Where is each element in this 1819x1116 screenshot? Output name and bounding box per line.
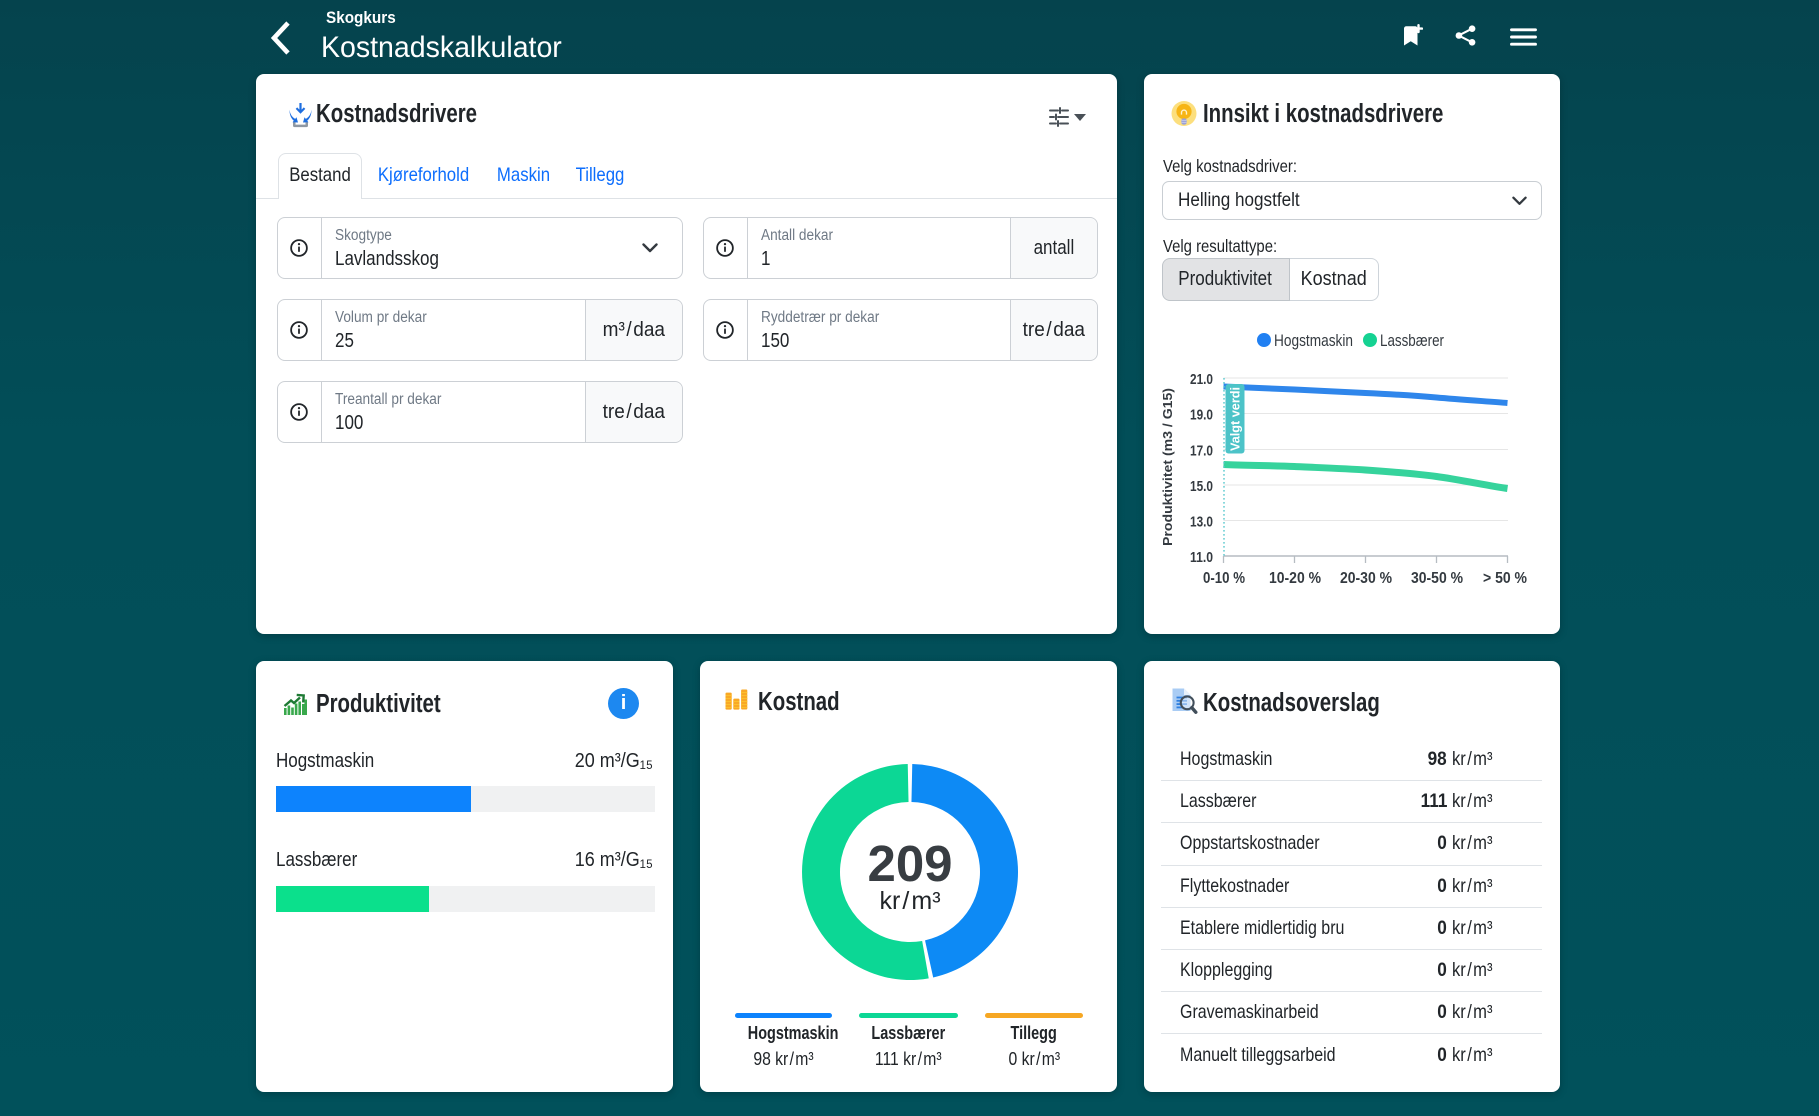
svg-text:30-50 %: 30-50 % [1411, 570, 1463, 587]
svg-text:21.0: 21.0 [1190, 371, 1213, 388]
svg-text:11.0: 11.0 [1190, 549, 1213, 566]
svg-text:20-30 %: 20-30 % [1340, 570, 1392, 587]
svg-text:10-20 %: 10-20 % [1269, 570, 1321, 587]
svg-text:Lassbærer: Lassbærer [1380, 331, 1444, 350]
svg-text:Produktivitet (m3 / G15): Produktivitet (m3 / G15) [1160, 388, 1175, 546]
svg-text:15.0: 15.0 [1190, 478, 1213, 495]
svg-text:Hogstmaskin: Hogstmaskin [1274, 331, 1353, 350]
svg-text:13.0: 13.0 [1190, 514, 1213, 531]
svg-text:19.0: 19.0 [1190, 407, 1213, 424]
svg-text:17.0: 17.0 [1190, 443, 1213, 460]
svg-text:> 50 %: > 50 % [1483, 570, 1527, 587]
svg-text:Valgt verdi: Valgt verdi [1228, 387, 1243, 451]
svg-text:0-10 %: 0-10 % [1203, 570, 1245, 587]
